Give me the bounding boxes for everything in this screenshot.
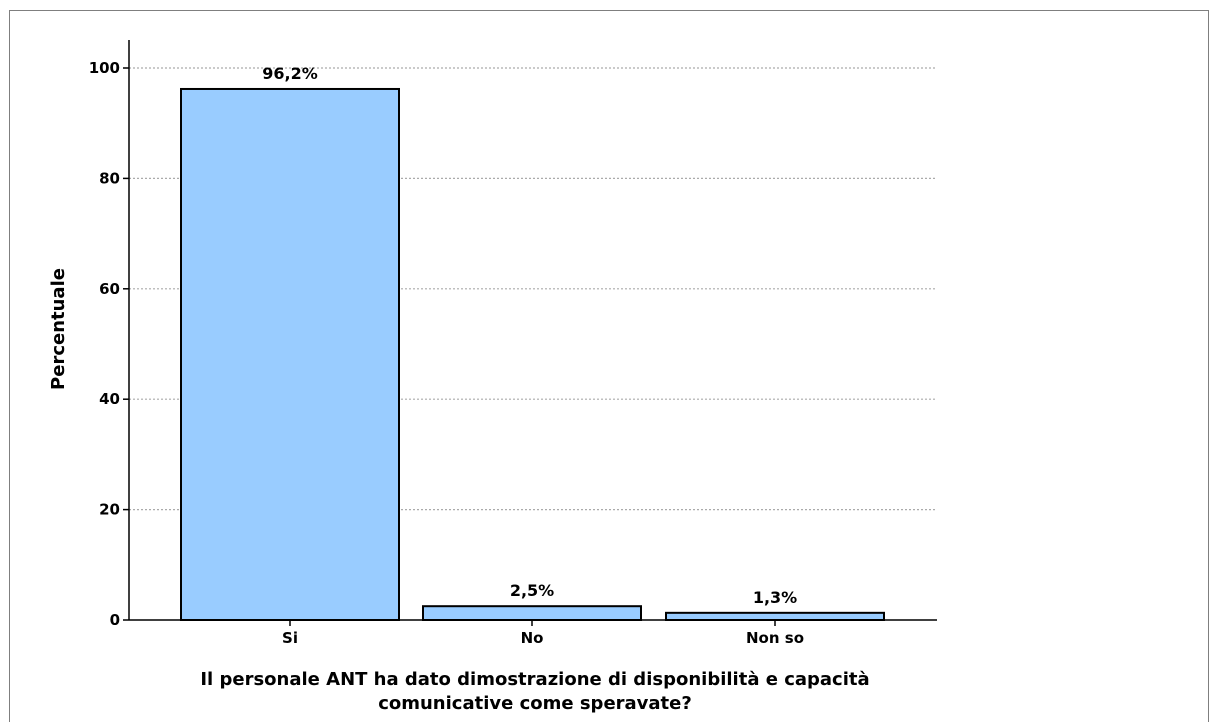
bar-no: [422, 605, 642, 622]
y-tick-label: 80: [99, 169, 120, 187]
chart-frame: [9, 10, 1209, 722]
y-tick-label: 40: [99, 390, 120, 408]
y-tick-label: 100: [89, 59, 120, 77]
bar-si: [180, 87, 400, 621]
x-axis-title-line-2: comunicative come speravate?: [378, 693, 692, 714]
data-label: 96,2%: [262, 64, 318, 83]
x-axis-ticks: Si No Non so: [282, 620, 804, 647]
x-axis-title-line-1: Il personale ANT ha dato dimostrazione d…: [200, 669, 869, 690]
x-tick-label: No: [521, 629, 544, 647]
bar-non-so: [665, 611, 885, 621]
gridlines: [129, 67, 937, 511]
data-label: 1,3%: [753, 588, 797, 607]
x-tick-label: Si: [282, 629, 298, 647]
y-axis-ticks: 0 20 40 60 80 100: [89, 59, 129, 629]
x-tick-label: Non so: [746, 629, 804, 647]
y-tick-label: 20: [99, 501, 120, 519]
y-tick-label: 60: [99, 280, 120, 298]
bars: [180, 87, 885, 622]
data-labels: 96,2% 2,5% 1,3%: [262, 64, 797, 607]
data-label: 2,5%: [510, 581, 554, 600]
y-tick-label: 0: [110, 611, 120, 629]
y-axis-title: Percentuale: [48, 268, 69, 390]
